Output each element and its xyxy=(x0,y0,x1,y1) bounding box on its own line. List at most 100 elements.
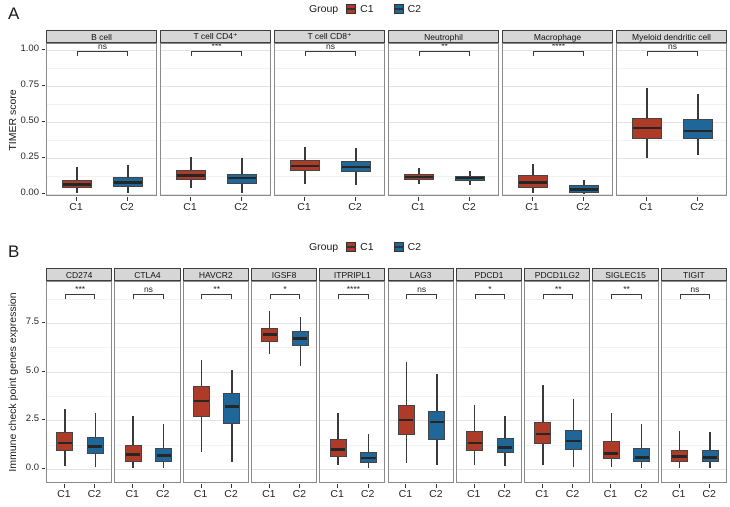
gridline-minor xyxy=(161,140,270,142)
gridline-minor xyxy=(251,298,317,300)
gridline-major xyxy=(47,50,156,52)
gridline-minor xyxy=(389,68,498,70)
gridline-minor xyxy=(503,176,612,178)
gridline-minor xyxy=(388,347,453,349)
x-tick-label: C1 xyxy=(671,488,686,500)
facet-strip: Neutrophil xyxy=(388,30,499,43)
x-tick-mark xyxy=(367,484,369,488)
significance-bracket xyxy=(304,51,357,53)
facet-panel: ns xyxy=(616,43,727,196)
gridline-minor xyxy=(456,298,522,300)
facet-strip: Myeloid dendritic cell xyxy=(616,30,727,43)
gridline-minor xyxy=(115,444,180,446)
x-tick-mark xyxy=(355,197,357,201)
x-tick-mark xyxy=(75,197,77,201)
facet-panel: ** xyxy=(592,281,659,483)
x-tick-mark xyxy=(678,484,680,488)
gridline-minor xyxy=(389,140,498,142)
significance-bracket-end xyxy=(406,293,408,299)
gridline-minor xyxy=(251,395,317,397)
gridline-minor xyxy=(183,444,248,446)
significance-label: ns xyxy=(690,283,700,294)
gridline-major xyxy=(251,322,317,324)
y-tick-mark xyxy=(41,419,45,421)
median-line-c2 xyxy=(634,456,649,459)
significance-bracket xyxy=(646,51,699,53)
boxplot-box-c2 xyxy=(701,449,719,463)
significance-bracket-end xyxy=(418,51,420,57)
x-tick-label: C1 xyxy=(183,201,197,213)
gridline-minor xyxy=(115,298,180,300)
gridline-major xyxy=(47,86,156,88)
gridline-major xyxy=(456,469,522,470)
gridline-major xyxy=(661,469,726,470)
facet-strip: T cell CD4⁺ xyxy=(160,30,271,43)
gridline-major xyxy=(593,371,658,373)
gridline-minor xyxy=(251,444,317,446)
significance-label: ns xyxy=(417,283,427,294)
x-tick-mark xyxy=(697,197,699,201)
x-tick-label: C2 xyxy=(348,201,362,213)
x-tick-label: C1 xyxy=(603,488,618,500)
gridline-minor xyxy=(320,444,385,446)
median-line-c1 xyxy=(604,452,619,455)
gridline-minor xyxy=(661,347,726,349)
gridline-minor xyxy=(456,444,522,446)
median-line-c2 xyxy=(498,446,513,449)
gridline-major xyxy=(47,469,112,470)
gridline-major xyxy=(525,371,590,373)
boxplot-box-c1 xyxy=(329,438,347,458)
median-line-c2 xyxy=(570,188,598,191)
facet-strip: IGSF8 xyxy=(250,268,318,281)
gridline-minor xyxy=(525,444,590,446)
gridline-major xyxy=(389,158,498,160)
x-tick-label: C1 xyxy=(125,488,139,500)
facet-strip: PDCD1 xyxy=(455,268,523,281)
gridline-major xyxy=(115,371,180,373)
x-tick-mark xyxy=(303,197,305,201)
boxplot-key-median xyxy=(347,246,356,248)
gridline-major xyxy=(320,420,385,422)
x-tick-label: C1 xyxy=(466,488,481,500)
y-tick-mark xyxy=(41,85,45,87)
panel-letter-a: A xyxy=(8,4,20,23)
boxplot-box-c1 xyxy=(602,440,620,460)
gridline-major xyxy=(320,469,385,470)
facet-panel: **** xyxy=(502,43,613,196)
gridline-minor xyxy=(661,395,726,397)
gridline-major xyxy=(661,371,726,373)
boxplot-key-icon xyxy=(346,4,357,14)
gridline-minor xyxy=(593,395,658,397)
gridline-minor xyxy=(183,395,248,397)
significance-label: * xyxy=(283,283,287,294)
gridline-major xyxy=(503,50,612,52)
gridline-major xyxy=(161,86,270,88)
median-line-c2 xyxy=(702,456,718,459)
significance-bracket-end xyxy=(679,293,681,299)
gridline-major xyxy=(456,371,522,373)
gridline-minor xyxy=(525,347,590,349)
x-tick-mark xyxy=(531,197,533,201)
facet-strip: LAG3 xyxy=(387,268,454,281)
boxplot-key-median xyxy=(347,8,356,10)
significance-bracket-end xyxy=(572,293,574,299)
boxplot-key-icon xyxy=(346,242,357,252)
gridline-minor xyxy=(593,347,658,349)
facet-panel: ** xyxy=(388,43,499,196)
gridline-major xyxy=(320,322,385,324)
median-line-c1 xyxy=(399,419,414,422)
median-line-c1 xyxy=(405,175,433,178)
y-tick-label: 1.00 xyxy=(20,43,40,55)
x-tick-label: C1 xyxy=(193,488,208,500)
legend-a: Group C1 C2 xyxy=(0,2,730,16)
y-tick-mark xyxy=(41,121,45,123)
gridline-major xyxy=(275,50,384,52)
significance-bracket-end xyxy=(469,51,471,57)
panel-letter-b: B xyxy=(8,242,20,261)
gridline-major xyxy=(183,469,248,470)
gridline-minor xyxy=(275,104,384,106)
gridline-minor xyxy=(47,68,156,70)
significance-bracket xyxy=(418,51,471,53)
gridline-major xyxy=(503,158,612,160)
facet-panel: ns xyxy=(114,281,181,483)
